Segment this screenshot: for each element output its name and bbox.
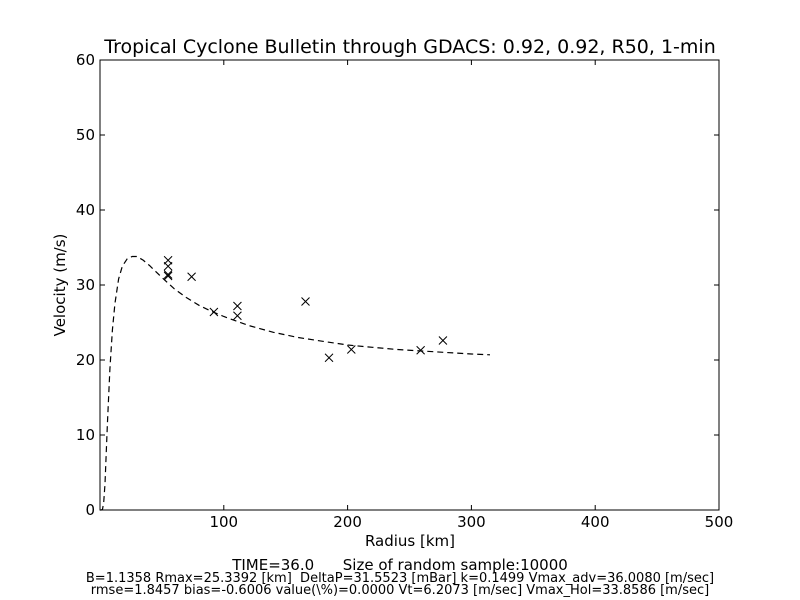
x-axis-ticks: 100 200 300 400 500 xyxy=(209,60,733,531)
x-tick-label: 500 xyxy=(705,513,734,531)
profile-line xyxy=(100,255,491,511)
x-tick-label: 100 xyxy=(209,513,238,531)
data-point-stroke xyxy=(438,336,448,345)
y-tick-label: 10 xyxy=(76,426,95,444)
data-point-stroke xyxy=(346,345,356,354)
data-point-stroke xyxy=(233,311,242,321)
fitted-profile-curve xyxy=(100,255,491,511)
y-tick-label: 50 xyxy=(76,126,95,144)
data-point xyxy=(163,270,173,279)
data-point xyxy=(346,345,356,354)
data-point-stroke xyxy=(163,271,173,281)
data-point-stroke xyxy=(301,297,310,306)
chart-title: Tropical Cyclone Bulletin through GDACS:… xyxy=(103,36,716,58)
data-point-stroke xyxy=(233,301,242,311)
data-point xyxy=(187,272,196,282)
y-tick-label: 20 xyxy=(76,351,95,369)
data-point-stroke xyxy=(163,270,173,279)
data-point xyxy=(416,345,425,355)
x-tick-label: 200 xyxy=(333,513,362,531)
y-tick-label: 40 xyxy=(76,201,95,219)
data-point xyxy=(324,353,334,363)
x-tick-label: 400 xyxy=(581,513,610,531)
y-tick-label: 60 xyxy=(76,51,95,69)
footer-parameters: B=1.1358 Rmax=25.3392 [km] DeltaP=31.552… xyxy=(86,571,714,586)
footer-time-sample: TIME=36.0 Size of random sample:10000 xyxy=(231,556,568,574)
data-point-stroke xyxy=(416,345,425,355)
y-tick-label: 30 xyxy=(76,276,95,294)
data-point xyxy=(233,301,242,311)
y-tick-label: 0 xyxy=(85,501,95,519)
x-tick-label: 300 xyxy=(457,513,486,531)
footer-statistics: rmse=1.8457 bias=-0.6006 value(\%)=0.000… xyxy=(91,583,709,598)
data-point-stroke xyxy=(187,272,196,282)
data-point xyxy=(438,336,448,345)
data-point-stroke xyxy=(209,307,219,317)
y-axis-label: Velocity (m/s) xyxy=(51,234,69,337)
data-point xyxy=(209,307,219,317)
data-point xyxy=(301,297,310,306)
observation-markers xyxy=(163,255,448,363)
data-point xyxy=(163,261,173,271)
data-point-stroke xyxy=(163,261,173,271)
data-point xyxy=(233,311,242,321)
x-axis-label: Radius [km] xyxy=(365,532,455,550)
data-point-stroke xyxy=(324,353,334,363)
data-point xyxy=(163,271,173,281)
